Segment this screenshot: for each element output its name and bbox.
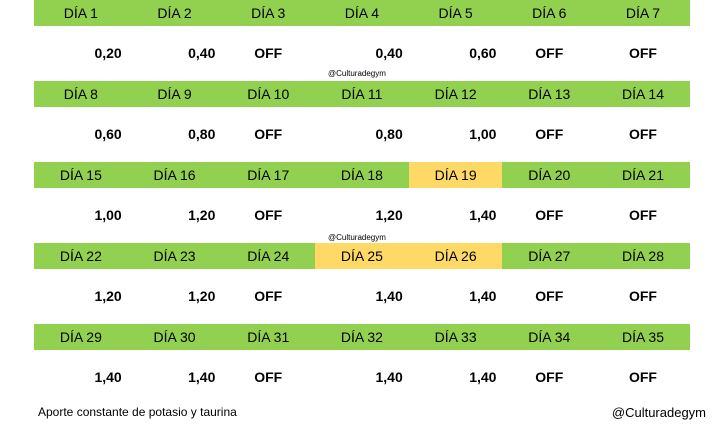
dose-cell: 1,40 [469,288,497,304]
off-day-cell: OFF [254,369,283,385]
day-label: DÍA 6 [502,0,597,26]
day-label: DÍA 3 [221,0,316,26]
footer-credit: @Culturadegym [611,405,706,420]
off-day-cell: OFF [628,288,657,304]
dose-value-row: 0,20 0,40 OFF 0,40 0,60 OFF OFF [34,26,690,81]
dose-cell: 1,40 [469,207,497,223]
off-day-cell: OFF [628,207,657,223]
off-day-cell: OFF [535,369,564,385]
day-label: DÍA 21 [596,162,690,188]
dose-cell: 1,40 [94,369,122,385]
day-label: DÍA 31 [221,324,316,350]
dose-cell: 0,60 [469,45,497,61]
dose-cell: 0,80 [188,126,216,142]
dose-cell: 0,60 [94,126,122,142]
watermark-1: @Culturadegym [328,69,386,78]
off-day-cell: OFF [254,207,283,223]
day-label: DÍA 32 [315,324,409,350]
dose-cell: 1,20 [94,288,122,304]
dose-cell: 1,20 [188,207,216,223]
dose-cell: 1,40 [469,369,497,385]
off-day-cell: OFF [628,45,657,61]
dose-cell: 1,00 [469,126,497,142]
dose-cell: 1,00 [94,207,122,223]
off-day-cell: OFF [254,126,283,142]
off-day-cell: OFF [535,45,564,61]
day-label: DÍA 13 [502,81,597,107]
day-label: DÍA 12 [408,81,503,107]
day-label: DÍA 15 [34,162,128,188]
day-label: DÍA 33 [408,324,503,350]
day-label: DÍA 29 [34,324,128,350]
day-header-row: DÍA 29 DÍA 30 DÍA 31 DÍA 32 DÍA 33 DÍA 34 DÍA … [34,324,690,350]
off-day-cell: OFF [535,126,564,142]
day-label: DÍA 25 [315,243,409,269]
day-label: DÍA 5 [408,0,503,26]
dose-cell: 1,20 [188,288,216,304]
dose-cell: 0,40 [188,45,216,61]
day-header-row: DÍA 15 DÍA 16 DÍA 17 DÍA 18 DÍA 19 DÍA 20 DÍA … [34,162,690,188]
dose-value-row: 1,40 1,40 OFF 1,40 1,40 OFF OFF [34,350,690,405]
day-label: DÍA 22 [34,243,128,269]
dose-value-row: 0,60 0,80 OFF 0,80 1,00 OFF OFF [34,107,690,162]
day-label: DÍA 17 [221,162,316,188]
off-day-cell: OFF [254,45,283,61]
day-label: DÍA 35 [596,324,690,350]
dose-value-row: 1,00 1,20 OFF 1,20 1,40 OFF OFF [34,188,690,243]
day-label: DÍA 7 [596,0,690,26]
day-label: DÍA 19 [408,162,503,188]
footer-note: Aporte constante de potasio y taurina [38,405,237,419]
day-label: DÍA 16 [127,162,222,188]
dosage-schedule-table: DÍA 1 DÍA 2 DÍA 3 DÍA 4 DÍA 5 DÍA 6 DÍA 7 0,20 0… [34,0,690,405]
dose-cell: 1,40 [375,369,403,385]
day-label: DÍA 8 [34,81,128,107]
dose-cell: 0,40 [375,45,403,61]
day-label: DÍA 28 [596,243,690,269]
dose-cell: 0,80 [375,126,403,142]
dose-cell: 1,40 [375,288,403,304]
day-label: DÍA 26 [408,243,503,269]
day-label: DÍA 18 [315,162,409,188]
dose-cell: 1,40 [188,369,216,385]
off-day-cell: OFF [254,288,283,304]
day-header-row: DÍA 1 DÍA 2 DÍA 3 DÍA 4 DÍA 5 DÍA 6 DÍA 7 [34,0,690,26]
off-day-cell: OFF [535,288,564,304]
day-label: DÍA 2 [127,0,222,26]
day-label: DÍA 14 [596,81,690,107]
day-label: DÍA 34 [502,324,597,350]
dose-cell: 0,20 [94,45,122,61]
day-label: DÍA 1 [34,0,128,26]
off-day-cell: OFF [628,369,657,385]
day-header-row: DÍA 22 DÍA 23 DÍA 24 DÍA 25 DÍA 26 DÍA 27 DÍA … [34,243,690,269]
day-label: DÍA 4 [315,0,409,26]
off-day-cell: OFF [628,126,657,142]
dose-value-row: 1,20 1,20 OFF 1,40 1,40 OFF OFF [34,269,690,324]
day-label: DÍA 9 [127,81,222,107]
off-day-cell: OFF [535,207,564,223]
day-label: DÍA 11 [315,81,409,107]
day-label: DÍA 23 [127,243,222,269]
dose-cell: 1,20 [375,207,403,223]
day-label: DÍA 27 [502,243,597,269]
day-label: DÍA 20 [502,162,597,188]
watermark-2: @Culturadegym [328,233,386,242]
day-label: DÍA 30 [127,324,222,350]
day-header-row: DÍA 8 DÍA 9 DÍA 10 DÍA 11 DÍA 12 DÍA 13 DÍA 14 [34,81,690,107]
day-label: DÍA 24 [221,243,316,269]
day-label: DÍA 10 [221,81,316,107]
